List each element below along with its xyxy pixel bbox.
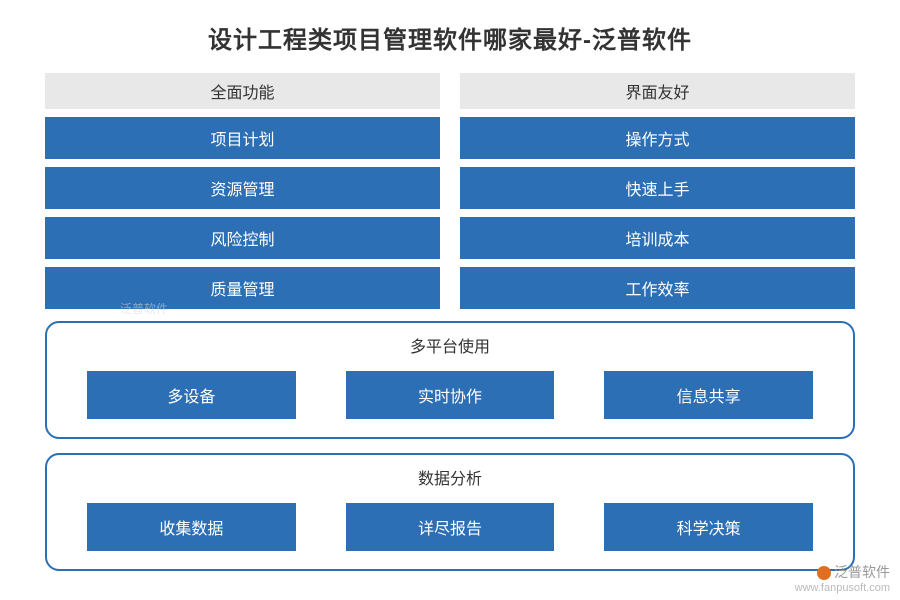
feature-item: 快速上手 xyxy=(460,167,855,209)
section-row: 多设备 实时协作 信息共享 xyxy=(87,371,813,419)
feature-item: 风险控制 xyxy=(45,217,440,259)
watermark-bottom-right: 泛普软件 www.fanpusoft.com xyxy=(795,562,890,594)
feature-item: 资源管理 xyxy=(45,167,440,209)
feature-item: 质量管理 xyxy=(45,267,440,309)
logo-icon xyxy=(817,566,831,580)
section-item: 收集数据 xyxy=(87,503,296,551)
right-column: 界面友好 操作方式 快速上手 培训成本 工作效率 xyxy=(460,73,855,309)
section-analysis: 数据分析 收集数据 详尽报告 科学决策 xyxy=(45,453,855,571)
watermark-url: www.fanpusoft.com xyxy=(795,582,890,594)
left-column-header: 全面功能 xyxy=(45,73,440,109)
section-platform: 多平台使用 多设备 实时协作 信息共享 xyxy=(45,321,855,439)
section-item: 科学决策 xyxy=(604,503,813,551)
feature-item: 培训成本 xyxy=(460,217,855,259)
section-item: 多设备 xyxy=(87,371,296,419)
section-title: 多平台使用 xyxy=(87,333,813,357)
watermark-brand: 泛普软件 xyxy=(795,562,890,582)
section-item: 实时协作 xyxy=(346,371,555,419)
left-column: 全面功能 项目计划 资源管理 风险控制 质量管理 xyxy=(45,73,440,309)
feature-item: 操作方式 xyxy=(460,117,855,159)
feature-item: 项目计划 xyxy=(45,117,440,159)
watermark-center: 泛普软件 xyxy=(120,300,168,317)
section-item: 详尽报告 xyxy=(346,503,555,551)
section-item: 信息共享 xyxy=(604,371,813,419)
page-title: 设计工程类项目管理软件哪家最好-泛普软件 xyxy=(45,20,855,55)
top-columns: 全面功能 项目计划 资源管理 风险控制 质量管理 界面友好 操作方式 快速上手 … xyxy=(45,73,855,309)
section-row: 收集数据 详尽报告 科学决策 xyxy=(87,503,813,551)
right-column-header: 界面友好 xyxy=(460,73,855,109)
section-title: 数据分析 xyxy=(87,465,813,489)
feature-item: 工作效率 xyxy=(460,267,855,309)
